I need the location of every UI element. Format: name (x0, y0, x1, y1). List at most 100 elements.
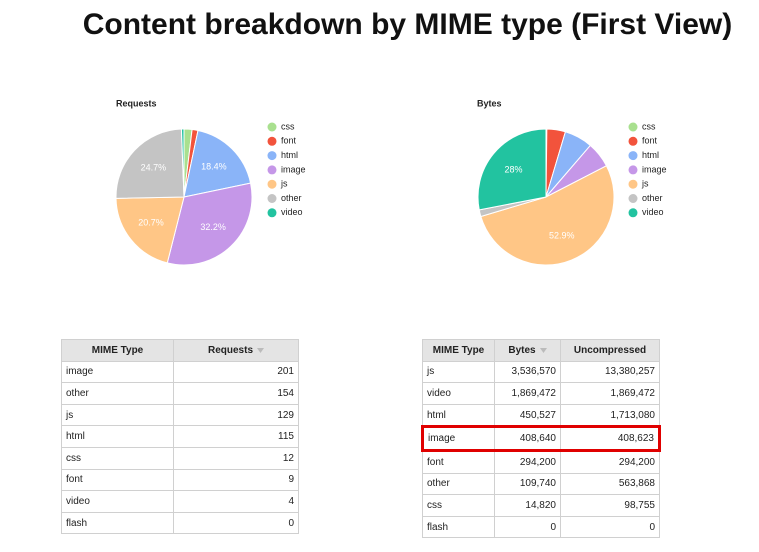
chart-title: Requests (116, 98, 157, 108)
legend-label: other (642, 193, 663, 203)
table-row: video 1,869,472 1,869,472 (422, 382, 660, 405)
table-cell: 1,869,472 (494, 382, 561, 405)
table-row: css 12 (61, 446, 299, 470)
legend-label: image (281, 164, 306, 174)
table-cell: video (422, 382, 495, 405)
table-cell: html (422, 403, 495, 428)
column-header[interactable]: Uncompressed (560, 339, 660, 362)
column-header[interactable]: MIME Type (422, 339, 495, 362)
table-cell: 98,755 (560, 494, 660, 517)
slice-label: 24.7% (141, 162, 167, 172)
table-cell: html (61, 425, 174, 448)
table-row: html 450,527 1,713,080 (422, 403, 660, 428)
slice-label: 20.7% (138, 218, 164, 228)
slice-label: 52.9% (549, 230, 575, 240)
table-cell: 9 (173, 468, 299, 492)
legend-label: css (642, 121, 656, 131)
table-row: image 408,640 408,623 (421, 425, 661, 452)
table-row: html 115 (61, 425, 299, 448)
table-cell: 1,869,472 (560, 382, 660, 405)
legend-swatch (267, 208, 277, 218)
table-row: flash 0 (61, 511, 299, 535)
table-cell: 450,527 (494, 403, 561, 428)
pie-slice (480, 165, 615, 266)
sort-arrow (257, 347, 264, 353)
table-cell: 129 (173, 403, 299, 427)
table-cell: image (61, 360, 174, 384)
legend-swatch (628, 136, 638, 146)
legend-swatch (628, 165, 638, 175)
legend-swatch (628, 179, 638, 189)
pie-slice (183, 129, 252, 198)
table-cell: 3,536,570 (494, 360, 561, 384)
table-cell: 12 (173, 446, 299, 470)
table-row: other 109,740 563,868 (422, 472, 660, 496)
table-row: other 154 (61, 382, 299, 405)
table-cell: 14,820 (494, 494, 561, 517)
legend-label: css (281, 121, 295, 131)
table-cell: 109,740 (494, 472, 561, 496)
pie-slice (477, 128, 547, 211)
table-cell: other (422, 472, 495, 496)
legend-swatch (267, 179, 277, 189)
table-cell: 201 (173, 360, 299, 384)
table-cell: 408,623 (560, 425, 661, 452)
column-header[interactable]: Requests (173, 339, 299, 362)
pie-slice (115, 196, 185, 264)
table-row: css 14,820 98,755 (422, 494, 660, 517)
legend-swatch (628, 122, 638, 132)
table-cell: image (421, 425, 495, 452)
legend-swatch (628, 194, 638, 203)
table-cell: js (61, 403, 174, 427)
legend-label: video (642, 207, 664, 217)
table-row: font 9 (61, 468, 299, 492)
table-cell: 1,713,080 (560, 403, 660, 428)
table-cell: 408,640 (494, 425, 561, 452)
slice-label: 18.4% (201, 162, 227, 172)
header-text: Bytes (508, 344, 536, 356)
table-row: flash 0 0 (422, 515, 660, 539)
pie-slice (180, 128, 185, 198)
table-cell: 294,200 (494, 449, 561, 474)
table-cell: font (422, 449, 495, 474)
legend-label: font (281, 136, 297, 146)
legend-swatch (267, 194, 277, 203)
table-cell: css (422, 494, 495, 517)
table-cell: font (61, 468, 174, 492)
legend-label: html (281, 150, 298, 160)
legend-label: html (642, 150, 659, 160)
sort-arrow (539, 347, 547, 353)
legend-label: video (281, 207, 303, 217)
legend-swatch (267, 136, 277, 146)
header-row: MIME Type Bytes Uncompressed (422, 339, 660, 362)
header-text: MIME Type (91, 344, 144, 356)
table-cell: 0 (560, 515, 660, 539)
legend-swatch (628, 208, 638, 218)
sort-arrow-shape (539, 347, 547, 353)
table-cell: 4 (173, 490, 299, 513)
pie-slice (166, 182, 253, 266)
legend-swatch (267, 122, 277, 132)
table-cell: video (61, 490, 174, 513)
slice-label: 28% (504, 165, 522, 175)
pie-slice (115, 128, 185, 199)
legend-label: js (280, 179, 288, 189)
column-header[interactable]: Bytes (494, 339, 561, 362)
table-cell: 115 (173, 425, 299, 448)
table-row: js 3,536,570 13,380,257 (422, 360, 660, 384)
table-cell: 0 (173, 511, 299, 535)
legend-swatch (267, 165, 277, 175)
page-title: Content breakdown by MIME type (First Vi… (82, 8, 733, 41)
legend-label: image (642, 164, 667, 174)
column-header[interactable]: MIME Type (61, 339, 174, 362)
data-table: MIME Type Requests image 201 other 154 js 129 ht… (61, 339, 299, 535)
table-cell: 13,380,257 (560, 360, 660, 384)
table-cell: 294,200 (560, 449, 660, 474)
table-cell: 0 (494, 515, 561, 539)
sort-arrow-shape (257, 347, 264, 353)
legend-label: other (281, 193, 302, 203)
chart-title: Bytes (477, 98, 502, 108)
table-row: js 129 (61, 403, 299, 427)
